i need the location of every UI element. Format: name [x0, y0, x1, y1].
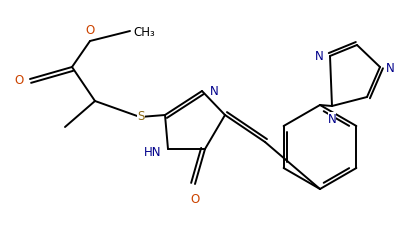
Text: N: N: [386, 61, 395, 74]
Text: N: N: [328, 112, 336, 125]
Text: N: N: [315, 49, 324, 62]
Text: CH₃: CH₃: [133, 25, 155, 38]
Text: O: O: [15, 73, 24, 86]
Text: O: O: [190, 192, 199, 205]
Text: HN: HN: [144, 145, 161, 158]
Text: N: N: [210, 84, 219, 97]
Text: S: S: [137, 110, 144, 123]
Text: O: O: [85, 24, 94, 37]
